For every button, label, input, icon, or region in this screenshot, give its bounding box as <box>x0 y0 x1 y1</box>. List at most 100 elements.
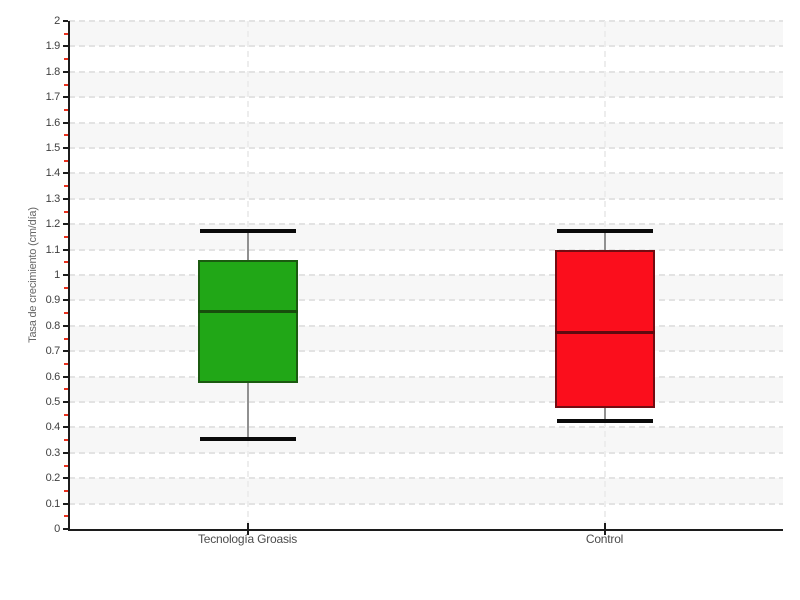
whisker-stem-upper <box>603 230 606 250</box>
plot-band <box>69 275 783 301</box>
h-gridline <box>69 70 783 73</box>
y-tick-label: 0.3 <box>45 446 61 459</box>
whisker-cap-min <box>199 436 296 441</box>
h-gridline <box>69 248 783 251</box>
y-minor-tick <box>64 185 68 188</box>
y-major-tick <box>63 248 68 251</box>
y-tick-label: 1.3 <box>45 192 61 205</box>
y-tick-label: 1.6 <box>45 116 61 129</box>
y-tick-label: 1.1 <box>45 243 61 256</box>
y-minor-tick <box>64 388 68 391</box>
y-tick-label: 1.8 <box>45 65 61 78</box>
y-tick-label: 0.8 <box>45 319 61 332</box>
h-gridline <box>69 197 783 200</box>
y-minor-tick <box>64 464 68 467</box>
x-tick <box>603 523 606 535</box>
h-gridline <box>69 147 783 149</box>
y-major-tick <box>63 502 68 505</box>
h-gridline <box>69 172 783 175</box>
plot-band <box>69 21 783 47</box>
y-tick-label: 1.9 <box>45 40 61 53</box>
x-axis-line <box>68 529 783 531</box>
h-gridline <box>69 223 783 226</box>
plot-band <box>69 122 783 148</box>
plot-band <box>69 224 783 250</box>
x-tick <box>246 523 249 535</box>
y-major-tick <box>63 401 68 403</box>
y-tick-label: 0.4 <box>45 421 61 434</box>
y-minor-tick <box>64 235 68 238</box>
plot-band <box>69 376 783 402</box>
whisker-stem-lower <box>246 382 249 439</box>
y-tick-label: 0.9 <box>45 294 61 307</box>
y-minor-tick <box>64 159 68 162</box>
plot-band <box>69 173 783 199</box>
y-major-tick <box>63 223 68 226</box>
y-major-tick <box>63 375 68 378</box>
h-gridline <box>69 274 783 276</box>
y-minor-tick <box>64 83 68 86</box>
y-minor-tick <box>64 210 68 213</box>
y-tick-label: 1.5 <box>45 142 61 154</box>
y-minor-tick <box>64 108 68 111</box>
y-tick-label: 1.4 <box>45 167 61 180</box>
plot-band <box>69 325 783 352</box>
h-gridline <box>69 477 783 480</box>
y-axis-line <box>68 21 70 531</box>
x-category-label: Tecnología Groasis <box>197 532 298 546</box>
y-major-tick <box>63 96 68 99</box>
y-minor-tick <box>64 134 68 137</box>
h-gridline <box>69 20 783 22</box>
h-gridline <box>69 451 783 454</box>
plot-band <box>69 478 783 504</box>
y-tick-label: 0.6 <box>45 370 61 383</box>
y-major-tick <box>63 451 68 454</box>
y-minor-tick <box>64 312 68 315</box>
y-tick-label: 0.5 <box>45 396 61 408</box>
y-major-tick <box>63 426 68 429</box>
y-major-tick <box>63 350 68 353</box>
whisker-cap-min <box>556 419 653 424</box>
y-minor-tick <box>64 337 68 340</box>
y-major-tick <box>63 324 68 327</box>
median-line <box>197 309 298 313</box>
h-gridline <box>69 121 783 124</box>
plot-area <box>69 20 783 529</box>
whisker-stem-upper <box>246 230 249 260</box>
iqr-box <box>197 259 298 383</box>
y-major-tick <box>63 172 68 175</box>
y-major-tick <box>63 70 68 73</box>
y-minor-tick <box>64 362 68 365</box>
y-minor-tick <box>64 58 68 61</box>
y-tick-label: 1 <box>54 269 60 281</box>
y-major-tick <box>63 147 68 149</box>
y-minor-tick <box>64 413 68 416</box>
y-minor-tick <box>64 286 68 289</box>
iqr-box <box>554 249 655 409</box>
h-gridline <box>69 502 783 505</box>
h-gridline <box>69 426 783 429</box>
y-tick-label: 0.1 <box>45 497 61 510</box>
y-tick-label: 1.2 <box>45 218 61 231</box>
y-major-tick <box>63 20 68 22</box>
y-minor-tick <box>64 261 68 264</box>
y-tick-label: 2 <box>54 15 60 27</box>
y-major-tick <box>63 528 68 530</box>
y-major-tick <box>63 45 68 48</box>
y-tick-label: 0.2 <box>45 472 61 485</box>
y-major-tick <box>63 197 68 200</box>
h-gridline <box>69 299 783 302</box>
median-line <box>554 331 655 335</box>
y-minor-tick <box>64 515 68 518</box>
y-minor-tick <box>64 32 68 35</box>
y-major-tick <box>63 477 68 480</box>
y-axis-title: Tasa de crecimiento (cm/día) <box>27 207 39 343</box>
h-gridline <box>69 350 783 353</box>
whisker-stem-lower <box>603 408 606 422</box>
plot-band <box>69 427 783 453</box>
plot-band <box>69 71 783 98</box>
h-gridline <box>69 375 783 378</box>
whisker-cap-max <box>199 228 296 233</box>
y-tick-label: 0 <box>54 523 60 535</box>
